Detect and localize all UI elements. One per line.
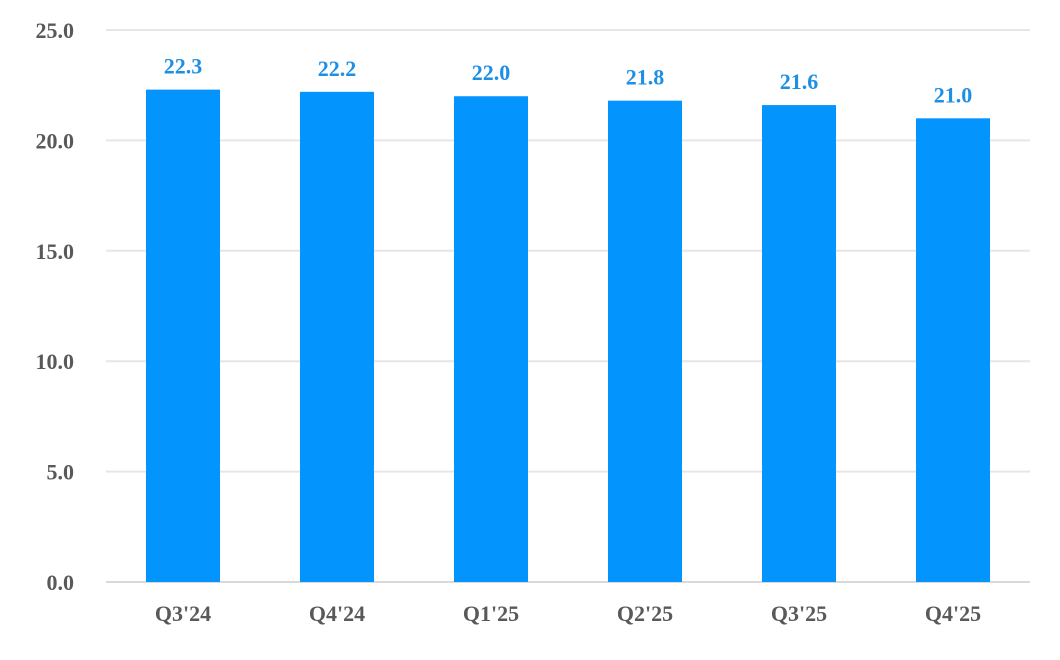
x-tick-label: Q1'25 <box>463 601 519 626</box>
x-tick-label: Q2'25 <box>617 601 673 626</box>
bar <box>454 96 528 583</box>
x-tick-label: Q4'24 <box>309 601 365 626</box>
data-label: 22.3 <box>164 54 203 79</box>
bar <box>300 91 374 582</box>
bar <box>608 100 682 582</box>
data-label: 22.2 <box>318 56 357 81</box>
x-tick-label: Q4'25 <box>925 601 981 626</box>
labels: 0.0 5.0 10.0 15.0 20.0 25.0 22.3 Q3'24 22.2 Q4'24… <box>36 18 982 626</box>
x-tick-label: Q3'25 <box>771 601 827 626</box>
y-tick-label: 25.0 <box>36 18 75 43</box>
bar <box>762 105 836 583</box>
gridlines <box>106 29 1030 473</box>
y-tick-label: 5.0 <box>47 460 75 485</box>
y-tick-label: 10.0 <box>36 349 75 374</box>
bar <box>146 89 220 582</box>
y-tick-label: 20.0 <box>36 128 75 153</box>
data-label: 21.0 <box>934 82 973 107</box>
y-tick-label: 0.0 <box>47 570 75 595</box>
bar <box>916 118 990 582</box>
bars <box>146 89 990 583</box>
y-tick-label: 15.0 <box>36 239 75 264</box>
x-tick-label: Q3'24 <box>155 601 211 626</box>
data-label: 21.6 <box>780 69 819 94</box>
data-label: 22.0 <box>472 60 511 85</box>
data-label: 21.8 <box>626 65 665 90</box>
